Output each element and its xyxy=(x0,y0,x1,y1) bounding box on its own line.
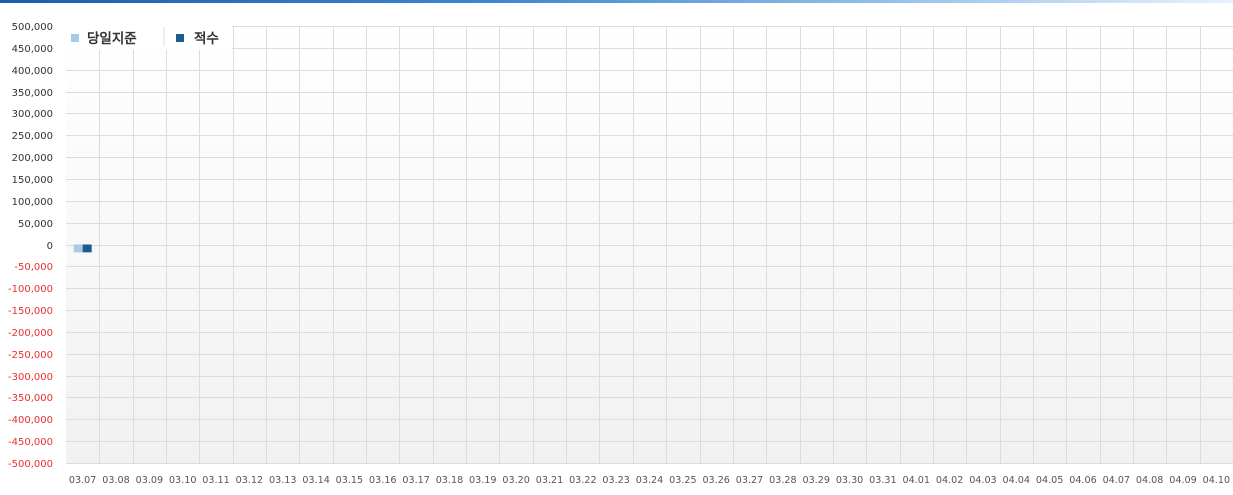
x-tick-label: 03.28 xyxy=(769,475,796,486)
y-tick-label: 250,000 xyxy=(12,131,53,142)
x-tick-label: 03.23 xyxy=(602,475,629,486)
legend-label-2: 적수 xyxy=(194,30,219,47)
x-tick-label: 04.02 xyxy=(936,475,963,486)
x-tick-label: 03.22 xyxy=(569,475,596,486)
x-tick-label: 03.20 xyxy=(502,475,529,486)
x-tick-label: 03.10 xyxy=(169,475,196,486)
x-tick-label: 03.30 xyxy=(836,475,863,486)
y-tick-label: -450,000 xyxy=(8,437,53,448)
legend-swatch-1 xyxy=(71,34,79,42)
x-tick-label: 04.09 xyxy=(1169,475,1196,486)
x-tick-label: 03.11 xyxy=(202,475,229,486)
x-tick-label: 03.27 xyxy=(736,475,763,486)
y-tick-label: -100,000 xyxy=(8,284,53,295)
y-tick-label: 350,000 xyxy=(12,88,53,99)
x-tick-label: 04.08 xyxy=(1136,475,1163,486)
x-tick-label: 03.12 xyxy=(236,475,263,486)
x-tick-label: 03.25 xyxy=(669,475,696,486)
bar-cumulative xyxy=(82,244,92,253)
x-tick-label: 03.08 xyxy=(102,475,129,486)
top-accent-bar xyxy=(0,0,1233,3)
y-tick-label: -500,000 xyxy=(8,459,53,470)
x-tick-label: 03.18 xyxy=(436,475,463,486)
plot-area xyxy=(66,26,1233,463)
y-tick-label: -400,000 xyxy=(8,415,53,426)
x-tick-label: 03.26 xyxy=(702,475,729,486)
x-tick-label: 04.10 xyxy=(1203,475,1230,486)
y-tick-label: 400,000 xyxy=(12,66,53,77)
x-tick-label: 04.01 xyxy=(903,475,930,486)
x-tick-label: 04.05 xyxy=(1036,475,1063,486)
x-tick-label: 03.31 xyxy=(869,475,896,486)
y-tick-label: 450,000 xyxy=(12,44,53,55)
legend-label-1: 당일지준 xyxy=(87,30,137,47)
y-tick-label: 100,000 xyxy=(12,197,53,208)
legend-swatch-2 xyxy=(176,34,184,42)
y-tick-label: 150,000 xyxy=(12,175,53,186)
x-tick-label: 03.21 xyxy=(536,475,563,486)
y-tick-label: -50,000 xyxy=(14,262,53,273)
y-tick-label: -200,000 xyxy=(8,328,53,339)
x-tick-label: 03.15 xyxy=(336,475,363,486)
y-tick-label: -350,000 xyxy=(8,393,53,404)
y-axis-labels: 500,000 450,000 400,000 350,000 300,000 250,0… xyxy=(8,22,53,470)
bar-daily xyxy=(73,244,83,253)
y-tick-label: 300,000 xyxy=(12,109,53,120)
bar-series xyxy=(73,244,92,253)
legend-box xyxy=(66,26,232,50)
x-tick-label: 04.03 xyxy=(969,475,996,486)
y-tick-label: 200,000 xyxy=(12,153,53,164)
vertical-gridlines xyxy=(99,26,1201,463)
x-tick-label: 04.07 xyxy=(1103,475,1130,486)
x-tick-label: 03.17 xyxy=(402,475,429,486)
y-tick-label: -150,000 xyxy=(8,306,53,317)
x-tick-label: 03.16 xyxy=(369,475,396,486)
x-tick-label: 03.19 xyxy=(469,475,496,486)
x-tick-label: 03.07 xyxy=(69,475,96,486)
y-tick-label: -300,000 xyxy=(8,372,53,383)
legend: 당일지준 적수 xyxy=(66,26,232,50)
x-tick-label: 03.13 xyxy=(269,475,296,486)
x-tick-label: 03.24 xyxy=(636,475,663,486)
x-tick-label: 03.29 xyxy=(802,475,829,486)
x-tick-label: 04.04 xyxy=(1003,475,1030,486)
y-tick-label: 0 xyxy=(47,241,53,252)
y-tick-label: 500,000 xyxy=(12,22,53,33)
y-tick-label: 50,000 xyxy=(18,219,53,230)
horizontal-gridlines xyxy=(66,26,1233,464)
y-tick-label: -250,000 xyxy=(8,350,53,361)
x-tick-label: 04.06 xyxy=(1069,475,1096,486)
x-tick-label: 03.14 xyxy=(302,475,329,486)
x-tick-label: 03.09 xyxy=(136,475,163,486)
x-axis-labels: 03.07 03.08 03.09 03.10 03.11 03.12 03.13 03.14… xyxy=(69,475,1230,486)
